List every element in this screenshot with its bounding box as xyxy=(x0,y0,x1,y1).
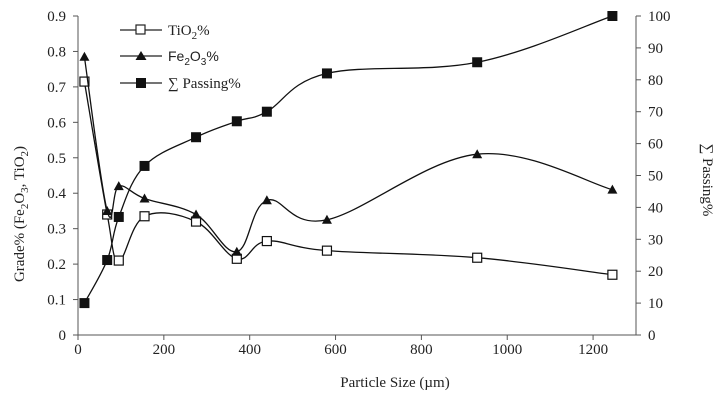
series-passing xyxy=(79,11,618,309)
x-tick-label: 800 xyxy=(410,342,433,358)
data-point-passing xyxy=(139,160,150,171)
x-tick-label: 1000 xyxy=(492,342,522,358)
y-right-tick-label: 70 xyxy=(648,105,663,121)
y-right-tick-label: 90 xyxy=(648,41,663,57)
x-tick-label: 400 xyxy=(238,342,261,358)
legend-marker-passing xyxy=(136,78,146,88)
data-point-tio2 xyxy=(472,252,483,263)
y-right-tick-label: 20 xyxy=(648,264,663,280)
data-point-passing xyxy=(321,68,332,79)
series-layer xyxy=(79,11,618,309)
y-left-tick-label: 0.5 xyxy=(47,151,66,167)
y-left-tick-label: 0.4 xyxy=(47,186,66,202)
y-left-tick-label: 0 xyxy=(59,328,67,344)
y-left-tick-label: 0.8 xyxy=(47,44,66,60)
series-fe2o3 xyxy=(79,51,618,256)
x-axis-title: Particle Size (µm) xyxy=(340,375,449,391)
y-right-tick-label: 50 xyxy=(648,169,663,185)
legend-item-fe2o3: Fe2O3% xyxy=(120,48,219,68)
x-tick-label: 200 xyxy=(153,342,176,358)
data-point-tio2 xyxy=(113,255,124,266)
y-left-tick-label: 0.2 xyxy=(47,257,66,273)
y-left-tick-label: 0.6 xyxy=(47,115,66,131)
axes xyxy=(73,15,641,340)
data-point-passing xyxy=(261,106,272,117)
data-point-fe2o3 xyxy=(113,181,124,191)
data-point-passing xyxy=(472,57,483,68)
y-right-tick-label: 60 xyxy=(648,137,663,153)
series-line-tio2 xyxy=(83,81,613,276)
data-point-fe2o3 xyxy=(102,205,113,215)
data-point-fe2o3 xyxy=(321,214,332,224)
x-tick-label: 1200 xyxy=(578,342,608,358)
data-point-passing xyxy=(231,116,242,127)
y-right-tick-label: 10 xyxy=(648,296,663,312)
y-left-tick-label: 0.7 xyxy=(47,80,66,96)
data-point-tio2 xyxy=(321,245,333,256)
x-tick-labels: 0 200 400 600 800 1000 1200 xyxy=(74,342,608,358)
data-point-tio2 xyxy=(607,269,618,280)
legend: TiO2% Fe2O3% ∑ Passing% xyxy=(120,23,241,92)
y-right-tick-label: 80 xyxy=(648,73,663,89)
data-point-fe2o3 xyxy=(607,184,618,194)
y-right-tick-label: 0 xyxy=(648,328,656,344)
x-tick-label: 600 xyxy=(324,342,347,358)
legend-item-passing: ∑ Passing% xyxy=(120,76,241,92)
legend-label-passing: ∑ Passing% xyxy=(168,76,241,92)
x-tick-label: 0 xyxy=(74,342,82,358)
data-point-passing xyxy=(102,255,113,266)
data-point-passing xyxy=(79,298,90,309)
y-right-tick-label: 100 xyxy=(648,9,671,25)
legend-item-tio2: TiO2% xyxy=(120,23,210,42)
data-point-passing xyxy=(607,11,618,21)
legend-label-fe2o3: Fe2O3% xyxy=(168,48,219,68)
y-left-axis-title: Grade% (Fe2O3, TiO2) xyxy=(12,146,31,282)
series-line-fe2o3 xyxy=(83,56,613,253)
data-point-fe2o3 xyxy=(139,193,150,203)
y-left-tick-label: 0.3 xyxy=(47,222,66,238)
series-tio2 xyxy=(79,76,618,280)
data-point-passing xyxy=(191,132,202,143)
legend-marker-fe2o3 xyxy=(135,51,147,60)
y-right-tick-labels: 0 10 20 30 40 50 60 70 80 90 100 xyxy=(648,9,671,344)
data-point-fe2o3 xyxy=(231,246,242,256)
y-left-tick-labels: 0 0.1 0.2 0.3 0.4 0.5 0.6 0.7 0.8 0.9 xyxy=(47,9,66,344)
series-line-passing xyxy=(83,15,613,304)
y-left-tick-label: 0.9 xyxy=(47,9,66,25)
data-point-tio2 xyxy=(79,76,90,87)
y-right-tick-label: 30 xyxy=(648,232,663,248)
legend-marker-tio2 xyxy=(135,24,146,35)
data-point-passing xyxy=(113,211,124,222)
y-right-tick-label: 40 xyxy=(648,200,663,216)
legend-label-tio2: TiO2% xyxy=(168,23,210,42)
data-point-fe2o3 xyxy=(472,149,483,159)
data-point-tio2 xyxy=(261,235,272,247)
y-right-axis-title: ∑ Passing% xyxy=(699,144,714,217)
data-point-tio2 xyxy=(139,211,150,222)
data-point-fe2o3 xyxy=(261,195,272,205)
data-point-fe2o3 xyxy=(79,51,90,61)
data-point-fe2o3 xyxy=(191,209,202,219)
y-left-tick-label: 0.1 xyxy=(47,293,66,309)
